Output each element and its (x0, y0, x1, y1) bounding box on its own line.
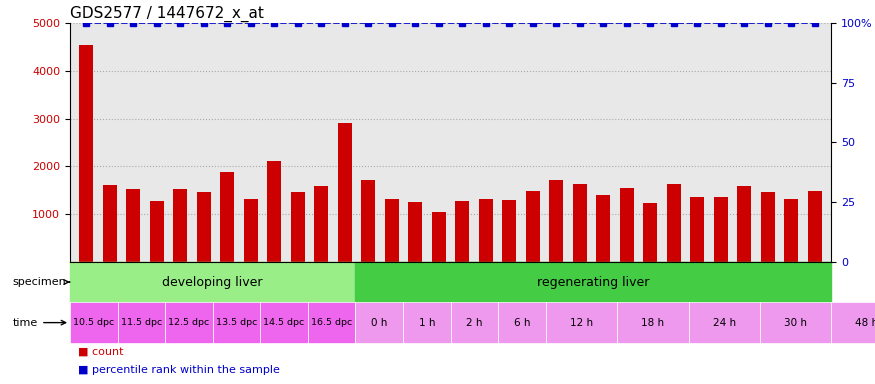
Text: 30 h: 30 h (784, 318, 807, 328)
Bar (409, 202, 423, 262)
Text: 12.5 dpc: 12.5 dpc (168, 318, 210, 327)
Text: developing liver: developing liver (163, 276, 263, 288)
Bar (808, 190, 822, 262)
Bar (338, 123, 352, 262)
Text: regenerating liver: regenerating liver (537, 276, 649, 288)
Text: 1 h: 1 h (418, 318, 435, 328)
Bar (498, 302, 546, 343)
Bar (689, 302, 760, 343)
Text: 13.5 dpc: 13.5 dpc (216, 318, 257, 327)
Bar (546, 302, 617, 343)
Bar (620, 188, 634, 262)
Text: 24 h: 24 h (712, 318, 736, 328)
Text: 6 h: 6 h (514, 318, 530, 328)
Bar (690, 197, 704, 262)
Bar (220, 172, 234, 262)
Bar (738, 186, 752, 262)
Bar (403, 302, 451, 343)
Bar (70, 262, 355, 302)
Bar (80, 45, 94, 262)
Bar (244, 199, 258, 262)
Bar (261, 302, 308, 343)
Bar (451, 302, 498, 343)
Text: ■ percentile rank within the sample: ■ percentile rank within the sample (78, 365, 279, 375)
Bar (573, 184, 587, 262)
Bar (617, 302, 689, 343)
Text: 0 h: 0 h (371, 318, 388, 328)
Text: ■ count: ■ count (78, 346, 123, 356)
Text: 12 h: 12 h (570, 318, 593, 328)
Bar (831, 302, 875, 343)
Bar (596, 195, 611, 262)
Bar (550, 180, 564, 262)
Text: 2 h: 2 h (466, 318, 483, 328)
Text: specimen: specimen (13, 277, 69, 287)
Bar (667, 184, 681, 262)
Bar (355, 262, 831, 302)
Bar (290, 192, 305, 262)
Bar (117, 302, 165, 343)
Text: 11.5 dpc: 11.5 dpc (121, 318, 162, 327)
Bar (103, 185, 117, 262)
Text: 14.5 dpc: 14.5 dpc (263, 318, 304, 327)
Bar (355, 302, 403, 343)
Text: 10.5 dpc: 10.5 dpc (74, 318, 115, 327)
Bar (268, 162, 282, 262)
Bar (70, 302, 117, 343)
Bar (432, 212, 446, 262)
Bar (165, 302, 213, 343)
Bar (502, 200, 516, 262)
Bar (150, 200, 164, 262)
Bar (314, 186, 328, 262)
Bar (526, 190, 540, 262)
Text: time: time (13, 318, 66, 328)
Bar (197, 192, 211, 262)
Bar (760, 302, 831, 343)
Text: 48 h: 48 h (856, 318, 875, 328)
Bar (126, 189, 141, 262)
Bar (361, 180, 375, 262)
Bar (308, 302, 355, 343)
Text: 16.5 dpc: 16.5 dpc (311, 318, 353, 327)
Bar (385, 199, 399, 262)
Bar (479, 199, 493, 262)
Bar (643, 203, 657, 262)
Bar (213, 302, 261, 343)
Text: GDS2577 / 1447672_x_at: GDS2577 / 1447672_x_at (70, 5, 264, 22)
Text: 18 h: 18 h (641, 318, 664, 328)
Bar (784, 199, 798, 262)
Bar (173, 189, 187, 262)
Bar (760, 192, 775, 262)
Bar (455, 200, 469, 262)
Bar (714, 197, 728, 262)
